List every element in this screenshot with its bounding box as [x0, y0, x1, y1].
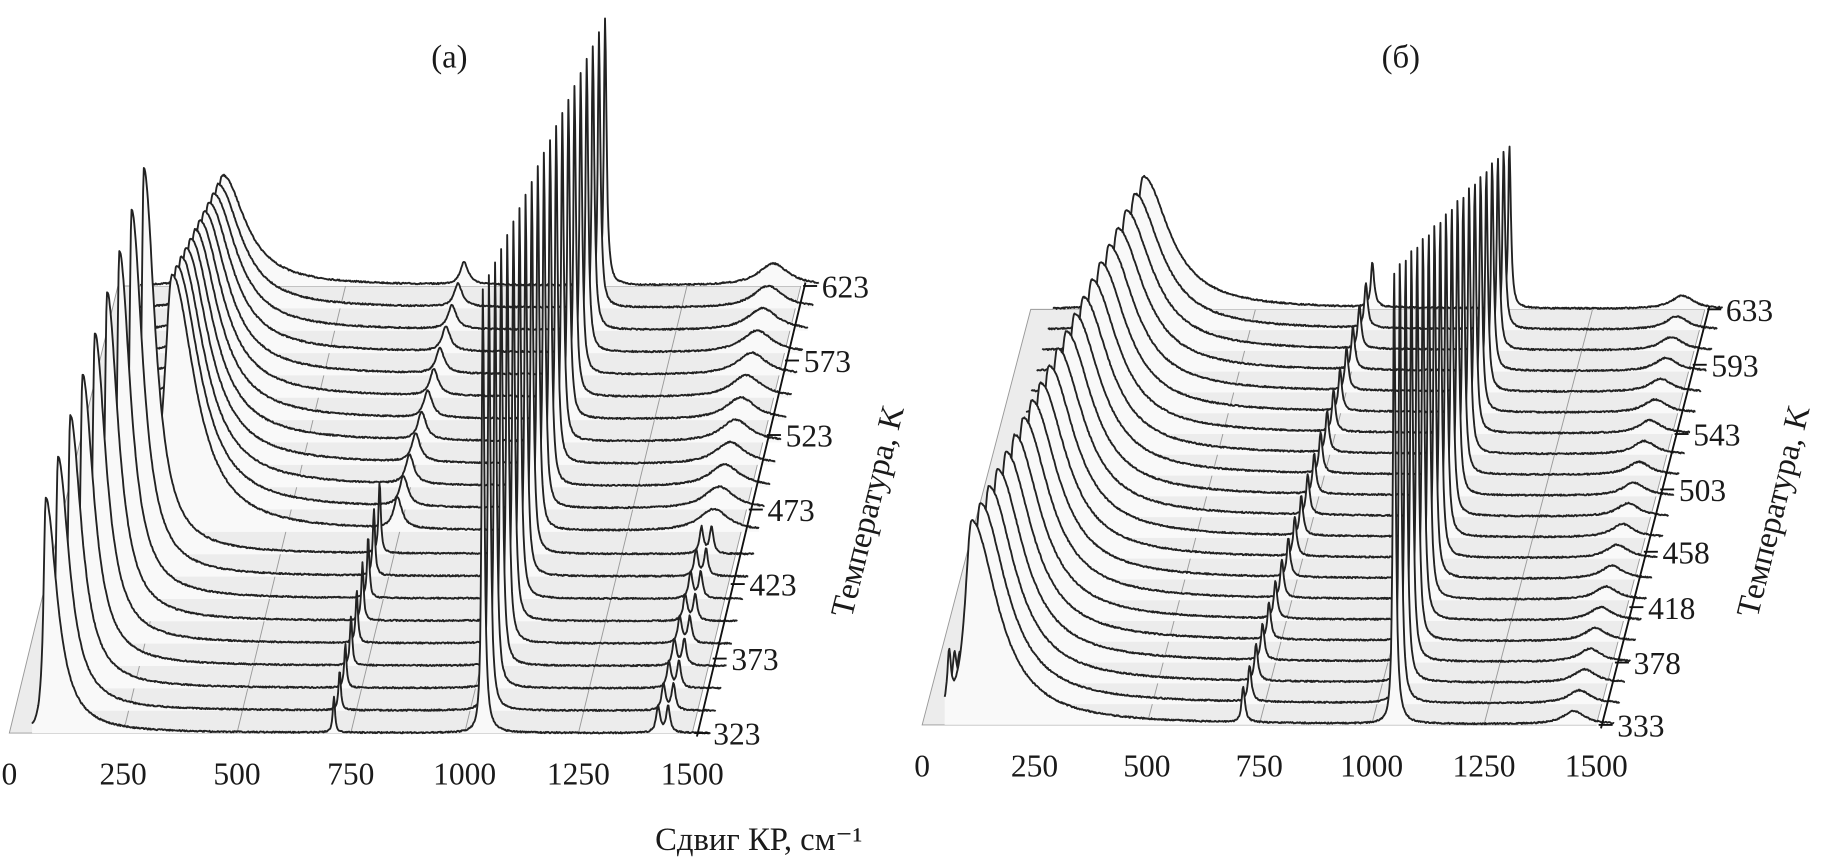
spectrum-323K [31, 288, 711, 735]
spectrum-578K [123, 57, 804, 354]
spectrum-518K [102, 111, 782, 443]
spectrum-378K [960, 250, 1631, 663]
x-tick-label: 1250 [1452, 748, 1515, 783]
temperature-tick-label: 423 [749, 568, 796, 603]
spectrum-408K [971, 238, 1642, 622]
temperature-tick-label: 418 [1648, 591, 1695, 626]
spectrum-603K [1041, 157, 1713, 352]
x-tick-label: 0 [1, 756, 17, 791]
x-tick-label: 1250 [547, 756, 610, 791]
temperature-tick-label: 473 [768, 493, 815, 528]
temperature-tick-label: 333 [1617, 709, 1664, 744]
x-tick-label: 750 [327, 756, 374, 791]
panel-b: (б) 0 250 500 750 1000 1250 1500 333 378 418 458 503… [914, 40, 1817, 784]
spectrum-413K [64, 207, 744, 601]
spectrum-338K [37, 274, 717, 712]
spectrum-608K [134, 31, 814, 309]
spectrum-623K [139, 17, 820, 287]
spectrum-558K [1025, 176, 1696, 414]
x-tick-label: 1500 [1565, 748, 1628, 783]
spectrum-563K [118, 72, 798, 376]
spectrum-543K [1020, 183, 1691, 435]
spectrum-513K [1009, 196, 1680, 477]
spectrum-333K [943, 272, 1615, 726]
temperature-tick-label: 633 [1726, 293, 1773, 328]
spectrum-fill [944, 273, 1615, 725]
spectrum-363K [954, 259, 1626, 684]
temperature-tick-label: 503 [1679, 473, 1726, 508]
spectrum-353K [42, 261, 722, 690]
spectrum-458K [80, 165, 760, 532]
spectrum-503K [96, 125, 776, 465]
x-tick-label: 1000 [433, 756, 496, 791]
temperature-tick-label: 543 [1693, 418, 1740, 453]
x-axis-label: Сдвиг КР, см⁻¹ [655, 822, 862, 858]
spectrum-618K [1047, 150, 1718, 331]
x-tick-label: 250 [1011, 748, 1058, 783]
spectrum-443K [75, 167, 755, 556]
temperature-tick-label: 378 [1634, 646, 1681, 681]
spectrum-588K [1036, 162, 1707, 373]
spectrum-633K [1052, 145, 1724, 310]
x-tick-label: 500 [1123, 748, 1170, 783]
spectrum-498K [1003, 199, 1675, 497]
spectrum-398K [58, 220, 738, 623]
spectrum-453K [987, 221, 1658, 560]
panel-title: (а) [431, 40, 467, 76]
spectrum-548K [112, 84, 793, 398]
panel-a: (а) 0 250 500 750 1000 1250 1500 323 373 423 473 523… [1, 17, 912, 791]
panel-title: (б) [1382, 40, 1420, 76]
temperature-tick-label: 623 [822, 270, 869, 305]
x-tick-label: 250 [100, 756, 147, 791]
temperature-axis-label: Температура, K [1730, 401, 1817, 620]
spectrum-fill [59, 221, 738, 622]
temperature-tick-label: 523 [786, 419, 833, 454]
spectrum-fill [53, 234, 733, 645]
spectrum-423K [976, 234, 1647, 601]
temperature-axis [1600, 305, 1711, 729]
x-tick-label: 0 [914, 748, 930, 783]
x-tick-label: 1500 [661, 756, 724, 791]
spectrum-473K [85, 151, 765, 510]
temperature-tick-label: 573 [804, 344, 851, 379]
spectrum-528K [1014, 187, 1685, 456]
spectrum-488K [91, 139, 771, 487]
spectrum-483K [998, 208, 1670, 518]
spectrum-593K [129, 45, 809, 331]
spectrum-348K [949, 263, 1621, 705]
spectrum-573K [1030, 171, 1702, 394]
x-tick-label: 1000 [1340, 748, 1403, 783]
temperature-tick-label: 373 [731, 642, 778, 677]
spectrum-383K [53, 234, 733, 645]
temperature-axis-label: Температура, K [824, 401, 911, 620]
x-tick-label: 500 [213, 756, 260, 791]
spectrum-468K [992, 213, 1664, 539]
spectrum-368K [48, 248, 727, 668]
spectrum-533K [107, 98, 787, 421]
temperature-tick-label: 458 [1663, 535, 1710, 570]
spectrum-428K [69, 193, 749, 578]
spectrum-438K [981, 225, 1653, 580]
x-tick-label: 750 [1236, 748, 1283, 783]
temperature-tick-label: 593 [1711, 348, 1758, 383]
temperature-tick-label: 323 [713, 717, 760, 752]
spectrum-393K [965, 246, 1637, 643]
